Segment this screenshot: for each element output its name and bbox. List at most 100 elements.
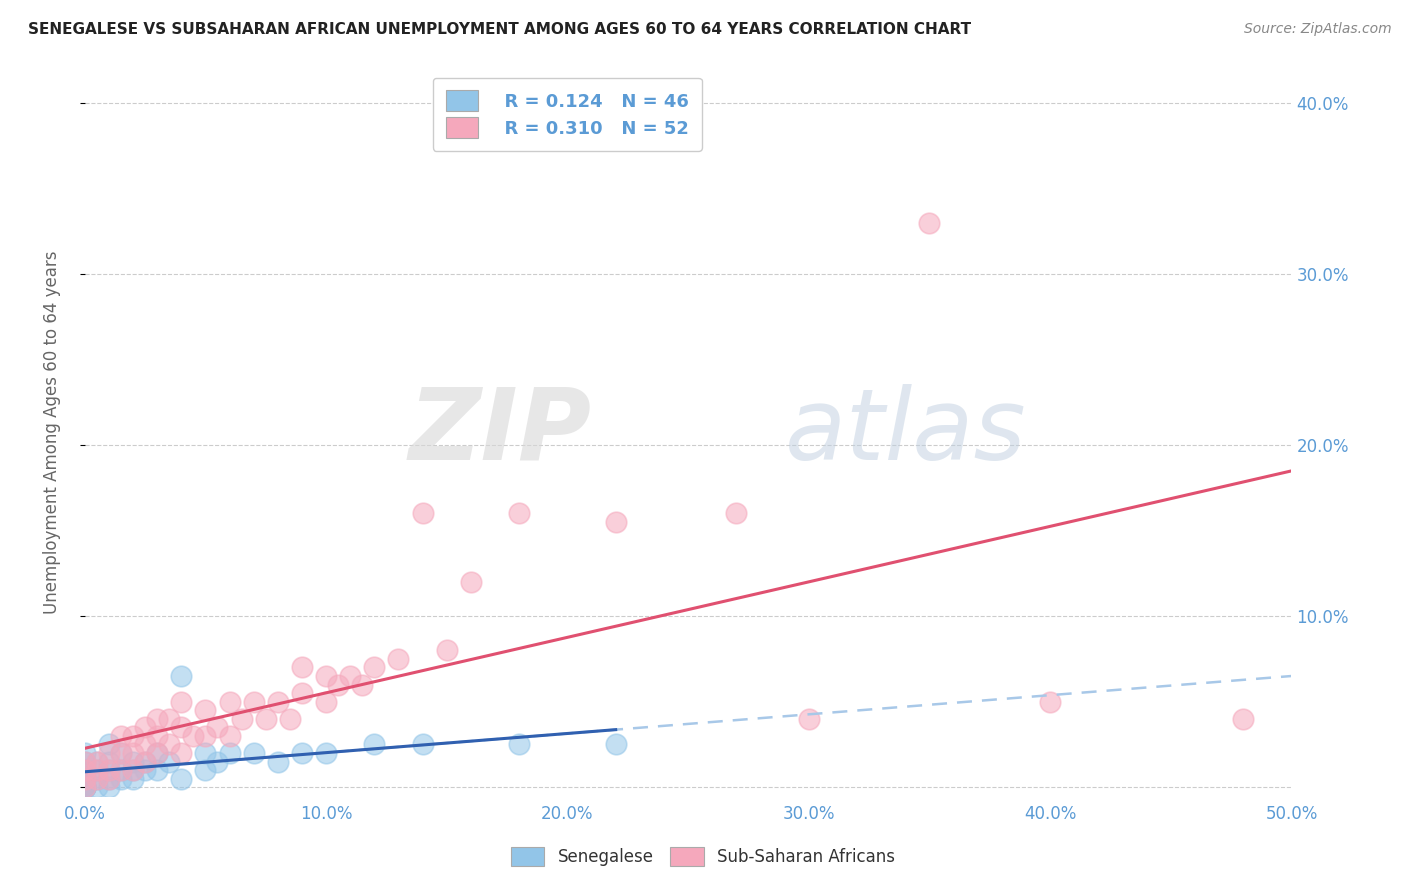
Point xyxy=(73,780,96,795)
Point xyxy=(73,746,96,760)
Point xyxy=(73,763,96,777)
Point xyxy=(86,772,108,786)
Point xyxy=(170,669,193,683)
Point xyxy=(110,763,132,777)
Point xyxy=(122,772,145,786)
Point xyxy=(97,763,120,777)
Point xyxy=(73,772,96,786)
Point xyxy=(110,772,132,786)
Point xyxy=(134,720,156,734)
Point xyxy=(267,695,290,709)
Point xyxy=(86,780,108,795)
Point xyxy=(207,755,229,769)
Point xyxy=(387,652,409,666)
Point xyxy=(73,780,96,795)
Point xyxy=(170,695,193,709)
Point xyxy=(218,729,240,743)
Point xyxy=(73,780,96,795)
Point xyxy=(86,755,108,769)
Point xyxy=(97,738,120,752)
Point xyxy=(134,738,156,752)
Point xyxy=(436,643,458,657)
Point xyxy=(352,677,374,691)
Point xyxy=(73,763,96,777)
Point xyxy=(73,780,96,795)
Point xyxy=(97,772,120,786)
Point xyxy=(97,755,120,769)
Point xyxy=(122,763,145,777)
Point xyxy=(315,669,337,683)
Point xyxy=(1039,695,1062,709)
Point xyxy=(157,738,180,752)
Point xyxy=(157,712,180,726)
Point xyxy=(218,746,240,760)
Legend:   R = 0.124   N = 46,   R = 0.310   N = 52: R = 0.124 N = 46, R = 0.310 N = 52 xyxy=(433,78,702,151)
Point xyxy=(170,772,193,786)
Text: ZIP: ZIP xyxy=(409,384,592,481)
Point xyxy=(194,746,217,760)
Legend: Senegalese, Sub-Saharan Africans: Senegalese, Sub-Saharan Africans xyxy=(503,838,903,875)
Point xyxy=(291,686,314,700)
Point xyxy=(339,669,361,683)
Point xyxy=(86,755,108,769)
Point xyxy=(194,703,217,717)
Point xyxy=(110,746,132,760)
Text: SENEGALESE VS SUBSAHARAN AFRICAN UNEMPLOYMENT AMONG AGES 60 TO 64 YEARS CORRELAT: SENEGALESE VS SUBSAHARAN AFRICAN UNEMPLO… xyxy=(28,22,972,37)
Point xyxy=(412,738,434,752)
Point xyxy=(86,763,108,777)
Point xyxy=(73,780,96,795)
Point xyxy=(194,729,217,743)
Point xyxy=(110,729,132,743)
Point xyxy=(146,712,169,726)
Point xyxy=(254,712,277,726)
Point xyxy=(122,755,145,769)
Point xyxy=(170,746,193,760)
Text: atlas: atlas xyxy=(785,384,1026,481)
Point xyxy=(291,746,314,760)
Point xyxy=(242,695,264,709)
Point xyxy=(194,763,217,777)
Point xyxy=(110,746,132,760)
Point xyxy=(508,738,530,752)
Point xyxy=(508,507,530,521)
Point xyxy=(146,763,169,777)
Point xyxy=(122,729,145,743)
Point xyxy=(110,763,132,777)
Point xyxy=(460,574,482,589)
Point xyxy=(73,780,96,795)
Point xyxy=(918,215,941,229)
Point xyxy=(73,755,96,769)
Point xyxy=(605,515,627,529)
Point xyxy=(797,712,820,726)
Point xyxy=(278,712,301,726)
Point xyxy=(170,720,193,734)
Point xyxy=(134,763,156,777)
Point xyxy=(73,772,96,786)
Point xyxy=(97,746,120,760)
Point xyxy=(146,729,169,743)
Point xyxy=(146,746,169,760)
Point xyxy=(315,695,337,709)
Point xyxy=(122,746,145,760)
Point xyxy=(1232,712,1254,726)
Y-axis label: Unemployment Among Ages 60 to 64 years: Unemployment Among Ages 60 to 64 years xyxy=(44,251,60,614)
Point xyxy=(73,772,96,786)
Point xyxy=(315,746,337,760)
Text: Source: ZipAtlas.com: Source: ZipAtlas.com xyxy=(1244,22,1392,37)
Point xyxy=(328,677,350,691)
Point xyxy=(363,660,385,674)
Point xyxy=(134,755,156,769)
Point xyxy=(86,772,108,786)
Point xyxy=(207,720,229,734)
Point xyxy=(291,660,314,674)
Point xyxy=(97,772,120,786)
Point xyxy=(97,780,120,795)
Point xyxy=(725,507,748,521)
Point xyxy=(183,729,205,743)
Point xyxy=(218,695,240,709)
Point xyxy=(267,755,290,769)
Point xyxy=(97,763,120,777)
Point xyxy=(86,763,108,777)
Point xyxy=(146,746,169,760)
Point xyxy=(134,755,156,769)
